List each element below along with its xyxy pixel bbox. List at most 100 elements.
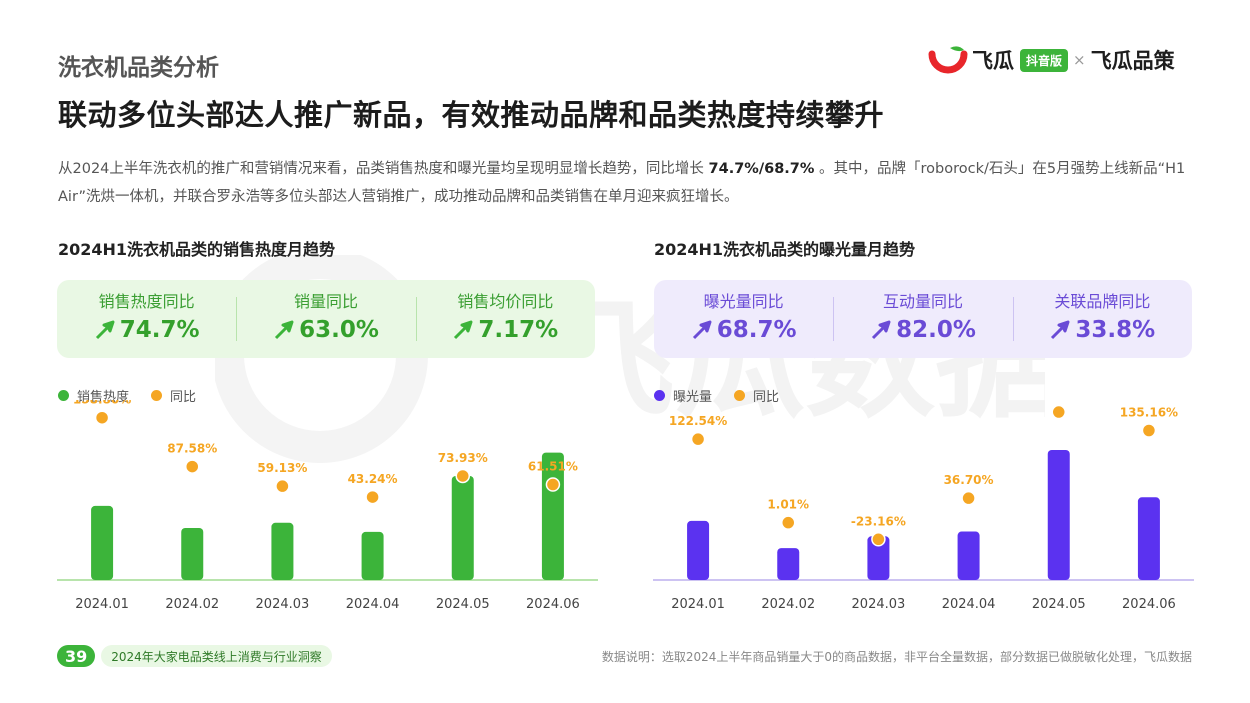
yoy-label: 135.16%: [1120, 405, 1178, 419]
footer-note: 数据说明：选取2024上半年商品销量大于0的商品数据，非平台全量数据，部分数据已…: [601, 650, 1192, 664]
report-name: 2024年大家电品类线上消费与行业洞察: [101, 645, 332, 667]
right-chart-title: 2024H1洗衣机品类的曝光量月趋势: [654, 240, 916, 259]
up-arrow-icon: [1051, 320, 1070, 340]
yoy-point-2024.01: [690, 431, 706, 447]
bar-2024.06: [1137, 497, 1160, 580]
kpi-value: 33.8%: [1049, 313, 1155, 347]
kpi-interaction: 互动量同比 82.0%: [833, 291, 1012, 347]
yoy-label: 36.70%: [944, 473, 994, 487]
yoy-label: 43.24%: [348, 472, 398, 486]
legend-item-exposure: 曝光量: [654, 386, 712, 405]
intro-highlight: 74.7%/68.7%: [708, 161, 815, 177]
x-tick-label: 2024.06: [1122, 597, 1176, 612]
kpi-label: 关联品牌同比: [1054, 292, 1151, 311]
yoy-point-2024.06: [545, 477, 561, 492]
right-kpi-panel: 曝光量同比 68.7% 互动量同比 82.0% 关联品牌同比 33.8%: [654, 280, 1192, 358]
up-arrow-icon: [692, 320, 712, 340]
bar-2024.02: [181, 528, 204, 580]
yoy-point-2024.02: [781, 515, 796, 530]
x-tick-label: 2024.02: [165, 597, 219, 612]
sales-heat-chart: 158.80% 2024.01 87.58% 2024.02 59.13% 2024.03…: [57, 400, 598, 612]
bar-2024.01: [91, 505, 114, 580]
kpi-related-brands: 关联品牌同比 33.8%: [1012, 291, 1192, 347]
kpi-exposure: 曝光量同比 68.7%: [654, 291, 833, 347]
logo-name: 飞瓜: [972, 49, 1014, 73]
legend-dot: [151, 390, 163, 401]
yoy-label: 158.80%: [73, 400, 131, 407]
intro-paragraph: 从2024上半年洗衣机的推广和营销情况来看，品类销售热度和曝光量均呈现明显增长趋…: [58, 155, 1198, 211]
up-arrow-icon: [275, 320, 294, 340]
kpi-label: 销量同比: [293, 292, 358, 311]
footer-left: 39 2024年大家电品类线上消费与行业洞察: [57, 645, 332, 667]
kpi-value: 82.0%: [870, 313, 976, 347]
section-title: 洗衣机品类分析: [58, 55, 219, 81]
yoy-point-2024.02: [185, 459, 200, 474]
kpi-sales-volume: 销量同比 63.0%: [236, 291, 415, 347]
yoy-point-2024.06: [1141, 423, 1157, 438]
legend-item-sales-heat: 销售热度: [58, 386, 129, 405]
x-tick-label: 2024.02: [761, 597, 815, 612]
x-tick-label: 2024.04: [346, 597, 400, 612]
legend-dot: [58, 390, 69, 401]
left-chart: 158.80% 2024.01 87.58% 2024.02 59.13% 2024.03…: [55, 400, 600, 615]
legend-dot: [654, 390, 665, 401]
legend-dot: [734, 390, 746, 401]
bar-2024.05: [451, 476, 474, 580]
up-arrow-icon: [454, 320, 473, 340]
bar-2024.04: [361, 531, 384, 580]
yoy-label: 122.54%: [669, 414, 727, 428]
kpi-label: 曝光量同比: [703, 292, 784, 311]
bar-2024.01: [687, 520, 710, 580]
left-chart-title: 2024H1洗衣机品类的销售热度月趋势: [58, 240, 336, 259]
yoy-label: 73.93%: [438, 451, 488, 465]
x-tick-label: 2024.06: [526, 597, 580, 612]
logo-badge: 抖音版: [1020, 48, 1069, 72]
bar-2024.03: [271, 522, 294, 580]
right-chart: 122.54% 2024.01 1.01% 2024.02 -23.16% 2024.03…: [651, 400, 1196, 615]
x-tick-label: 2024.01: [671, 597, 725, 612]
x-tick-label: 2024.05: [436, 597, 490, 612]
yoy-label: 87.58%: [167, 442, 217, 456]
headline: 联动多位头部达人推广新品，有效推动品牌和品类热度持续攀升: [58, 98, 885, 132]
up-arrow-icon: [95, 320, 115, 340]
yoy-label: 61.51%: [528, 460, 578, 474]
kpi-value: 63.0%: [273, 313, 379, 347]
kpi-label: 销售均价同比: [457, 292, 554, 311]
bar-2024.03: [867, 536, 890, 580]
kpi-value: 68.7%: [691, 313, 797, 347]
yoy-point-2024.04: [961, 490, 976, 506]
page-number: 39: [57, 645, 96, 667]
kpi-label: 互动量同比: [882, 292, 963, 311]
yoy-label: -23.16%: [851, 514, 906, 528]
yoy-point-2024.05: [1051, 404, 1066, 420]
kpi-value: 7.17%: [452, 313, 558, 347]
yoy-label: 59.13%: [257, 461, 307, 475]
left-kpi-panel: 销售热度同比 74.7% 销量同比 63.0% 销售均价同比 7.17%: [57, 280, 595, 358]
up-arrow-icon: [872, 320, 891, 340]
kpi-sales-heat: 销售热度同比 74.7%: [57, 291, 236, 347]
kpi-value: 74.7%: [94, 313, 200, 347]
x-tick-label: 2024.03: [852, 597, 906, 612]
x-tick-label: 2024.03: [256, 597, 310, 612]
kpi-label: 销售热度同比: [98, 292, 195, 311]
left-legend: 销售热度 同比: [58, 386, 218, 405]
legend-item-yoy: 同比: [151, 386, 196, 405]
bar-2024.04: [957, 531, 980, 580]
brand-logo: 飞瓜 抖音版 × 飞瓜品策: [928, 44, 1175, 76]
intro-part-1: 从2024上半年洗衣机的推广和营销情况来看，品类销售热度和曝光量均呈现明显增长趋…: [58, 161, 704, 177]
yoy-point-2024.04: [365, 489, 380, 505]
x-tick-label: 2024.01: [75, 597, 129, 612]
right-legend: 曝光量 同比: [654, 386, 801, 405]
bar-2024.02: [777, 548, 800, 580]
yoy-point-2024.01: [94, 410, 110, 425]
feigua-logo-icon: [928, 46, 968, 74]
yoy-point-2024.03: [871, 532, 886, 547]
yoy-point-2024.05: [455, 468, 470, 484]
logo-name-2: 飞瓜品策: [1090, 49, 1175, 73]
legend-item-yoy: 同比: [734, 386, 779, 405]
bar-2024.05: [1047, 450, 1070, 580]
x-tick-label: 2024.04: [942, 597, 996, 612]
intro-part-2: 。其中，品牌「roborock/石头」在5月强势上线新品“H1 Air”洗烘一体…: [58, 161, 1186, 205]
yoy-label: 1.01%: [767, 498, 809, 512]
logo-separator: ×: [1073, 51, 1086, 69]
